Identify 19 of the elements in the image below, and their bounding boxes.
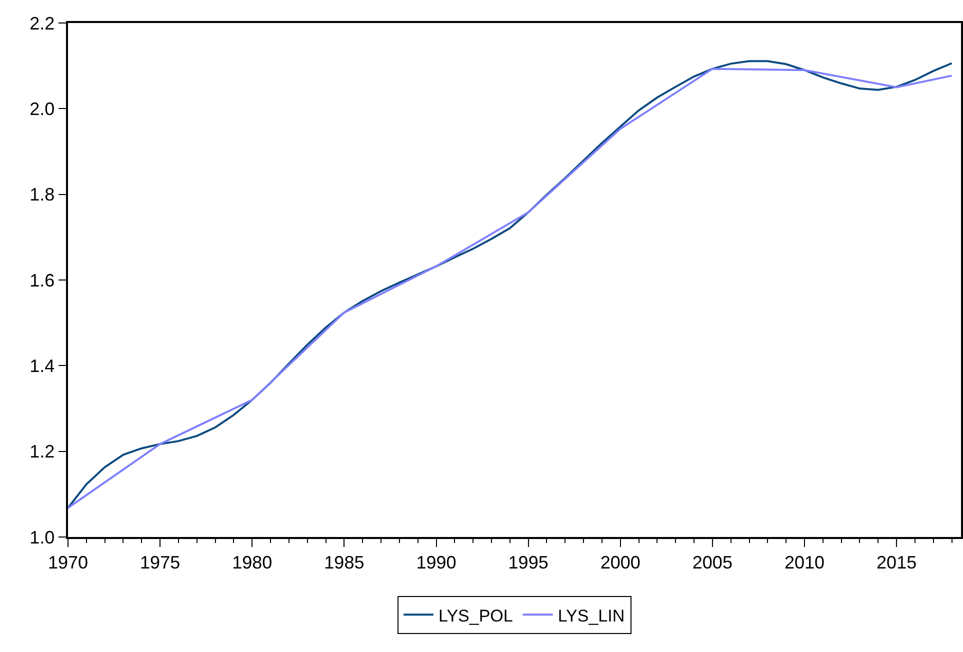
x-tick-label: 2015	[876, 552, 917, 572]
y-tick-label: 2.0	[30, 98, 55, 119]
x-tick-label: 1995	[508, 552, 548, 572]
x-tick-label: 1975	[140, 552, 180, 572]
x-tick-label: 1970	[48, 552, 88, 572]
y-tick-label: 1.6	[30, 270, 55, 290]
legend-label: LYS_POL	[438, 606, 513, 626]
y-tick-label: 1.4	[30, 356, 55, 376]
y-tick-label: 1.0	[30, 527, 55, 548]
legend-label: LYS_LIN	[558, 606, 625, 626]
x-tick-label: 2005	[692, 552, 732, 572]
x-tick-label: 1990	[416, 552, 456, 572]
y-tick-label: 2.2	[30, 13, 55, 34]
y-tick-label: 1.2	[30, 442, 55, 462]
x-tick-label: 1985	[324, 552, 364, 572]
x-tick-label: 2000	[600, 552, 640, 572]
x-tick-label: 1980	[232, 552, 272, 572]
y-tick-label: 1.8	[30, 184, 55, 205]
x-tick-label: 2010	[784, 552, 825, 572]
